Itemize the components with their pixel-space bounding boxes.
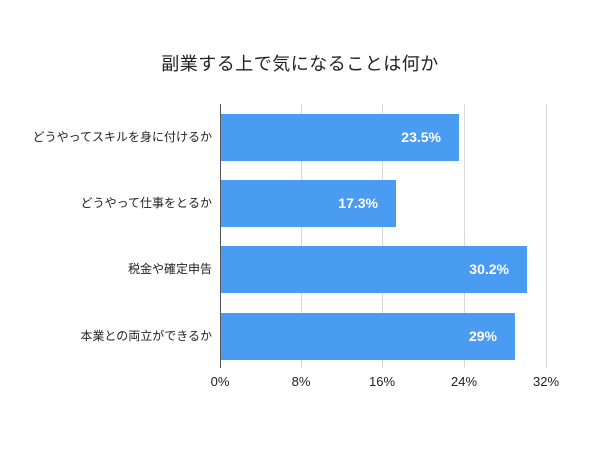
gridline xyxy=(464,104,465,368)
bar: 29% xyxy=(220,313,515,360)
x-tick-label: 0% xyxy=(210,374,230,389)
x-tick-label: 8% xyxy=(291,374,311,389)
category-label: どうやってスキルを身に付けるか xyxy=(32,130,212,144)
x-tick-label: 32% xyxy=(532,374,560,389)
x-tick-label: 16% xyxy=(368,374,396,389)
bar-value-label: 17.3% xyxy=(338,195,378,211)
plot-area: 23.5% 17.3% 30.2% 29% xyxy=(220,104,550,368)
x-tick-label: 24% xyxy=(450,374,478,389)
bar: 17.3% xyxy=(220,180,396,227)
gridline xyxy=(382,104,383,368)
bar: 30.2% xyxy=(220,246,527,293)
bar-value-label: 23.5% xyxy=(401,129,441,145)
chart-title: 副業する上で気になることは何か xyxy=(161,54,439,75)
category-label: 本業との両立ができるか xyxy=(80,329,212,343)
bar-value-label: 30.2% xyxy=(469,261,509,277)
category-label: どうやって仕事をとるか xyxy=(80,196,212,210)
category-label: 税金や確定申告 xyxy=(127,262,212,276)
gridline xyxy=(301,104,302,368)
bar-value-label: 29% xyxy=(468,328,497,344)
y-axis-line xyxy=(220,104,221,368)
bar: 23.5% xyxy=(220,114,459,161)
gridline xyxy=(546,104,547,368)
